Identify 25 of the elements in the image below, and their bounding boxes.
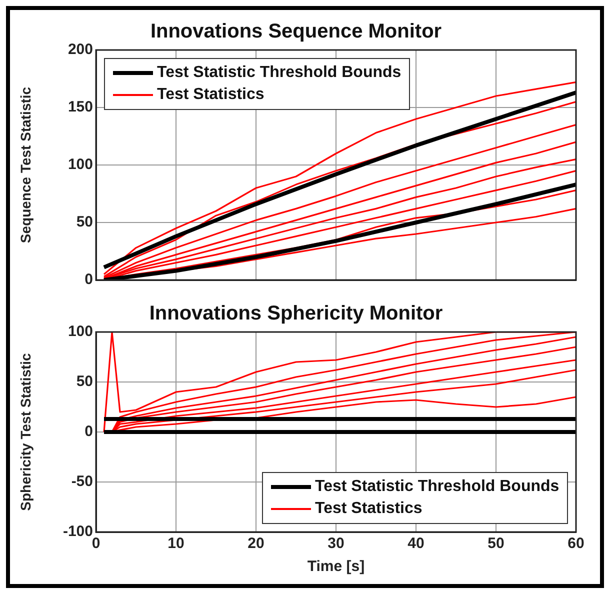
chart-title: Innovations Sphericity Monitor (149, 302, 443, 325)
chart-title: Innovations Sequence Monitor (150, 20, 442, 43)
y-tick-label: 50 (76, 214, 93, 231)
y-tick-label: 150 (68, 98, 93, 116)
y-tick-label: 0 (84, 423, 93, 440)
y-tick-label: 100 (68, 323, 93, 340)
y-axis-title: Sphericity Test Statistic (17, 352, 34, 511)
y-tick-label: 100 (68, 156, 93, 174)
x-tick-label: 30 (328, 535, 344, 552)
legend-label: Test Statistics (315, 500, 422, 518)
x-tick-label: 60 (568, 535, 584, 552)
legend-label: Test Statistic Threshold Bounds (157, 64, 402, 82)
x-tick-label: 50 (488, 535, 504, 552)
y-tick-label: -100 (62, 523, 93, 540)
x-tick-label: 20 (248, 535, 264, 552)
y-tick-label: -50 (71, 473, 93, 490)
y-axis-title: Sequence Test Statistic (17, 86, 34, 244)
x-axis-title: Time [s] (307, 558, 365, 576)
x-tick-label: 10 (168, 535, 184, 552)
legend-label: Test Statistics (157, 86, 264, 104)
x-tick-label: 40 (408, 535, 424, 552)
y-tick-label: 0 (84, 271, 93, 288)
legend-label: Test Statistic Threshold Bounds (315, 478, 560, 496)
y-tick-label: 200 (68, 41, 93, 58)
y-tick-label: 50 (76, 373, 93, 390)
